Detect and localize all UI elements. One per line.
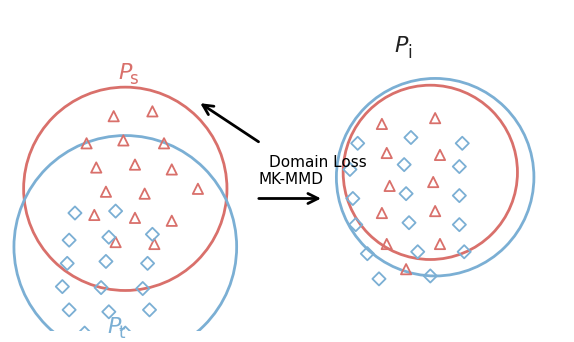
Point [148, 109, 157, 114]
Text: Domain Loss: Domain Loss [269, 155, 366, 170]
Point [58, 284, 67, 289]
Point [460, 249, 469, 254]
Point [90, 212, 99, 218]
Point [63, 261, 72, 266]
Point [405, 220, 414, 225]
Point [102, 259, 111, 264]
Point [374, 276, 383, 281]
Point [104, 235, 114, 240]
Point [455, 222, 464, 227]
Point [119, 138, 128, 143]
Point [111, 239, 120, 245]
Text: s: s [130, 70, 138, 88]
Point [138, 286, 148, 291]
Point [71, 210, 80, 216]
Point [148, 232, 157, 237]
Point [406, 135, 416, 140]
Point [436, 152, 445, 158]
Point [430, 115, 440, 121]
Point [80, 330, 89, 336]
Point [96, 285, 106, 290]
Point [436, 241, 445, 247]
Point [167, 218, 176, 224]
Point [150, 241, 159, 247]
Point [92, 165, 101, 170]
Point [429, 179, 438, 185]
Point [140, 191, 149, 196]
Point [64, 237, 73, 243]
Point [400, 162, 409, 167]
Point [455, 164, 464, 169]
Point [353, 141, 362, 146]
Point [160, 141, 169, 146]
Point [413, 249, 422, 254]
Point [455, 193, 464, 198]
Point [193, 186, 203, 192]
Text: i: i [408, 44, 412, 62]
Point [377, 121, 386, 127]
Point [348, 196, 358, 201]
Point [457, 141, 467, 146]
Point [401, 191, 410, 196]
Point [351, 222, 360, 227]
Point [363, 251, 372, 256]
Text: P: P [107, 317, 121, 337]
Point [104, 309, 114, 315]
Point [382, 241, 391, 247]
Point [385, 183, 394, 189]
Point [401, 266, 410, 272]
Point [143, 261, 152, 266]
Point [130, 215, 139, 221]
Point [102, 189, 111, 195]
Point [121, 330, 130, 336]
Point [64, 307, 73, 313]
Point [111, 208, 120, 214]
Point [145, 307, 154, 313]
Point [82, 141, 91, 146]
Point [167, 167, 176, 172]
Point [109, 114, 118, 119]
Point [130, 162, 139, 167]
Point [346, 167, 355, 172]
Point [382, 150, 391, 156]
Text: P: P [119, 63, 132, 83]
Text: t: t [119, 325, 126, 342]
Point [377, 210, 386, 216]
Point [430, 208, 440, 214]
Point [426, 273, 435, 279]
Text: P: P [394, 37, 408, 56]
Text: MK-MMD: MK-MMD [259, 172, 324, 187]
